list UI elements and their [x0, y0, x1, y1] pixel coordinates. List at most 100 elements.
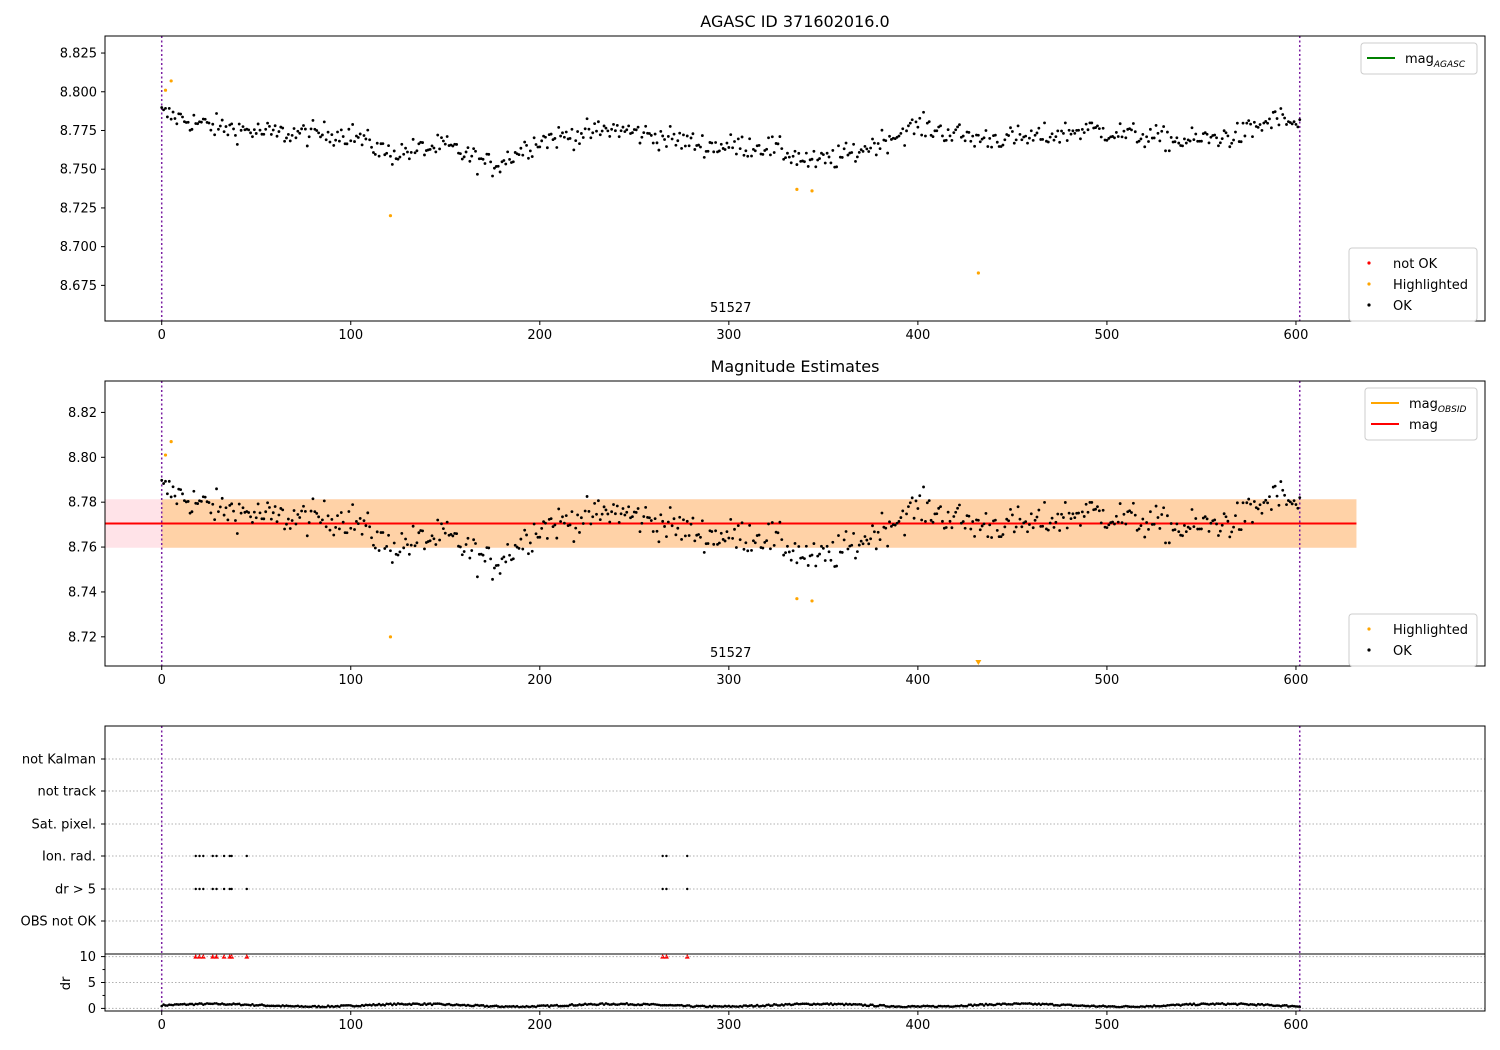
- ok-point: [1209, 135, 1213, 139]
- dr-point: [1147, 1004, 1150, 1008]
- flag-point: [665, 854, 668, 858]
- ok-point: [648, 516, 651, 520]
- panel-2-x-ticks: 0 100 200 300 400 500 600: [158, 666, 1309, 688]
- ok-point: [1234, 130, 1237, 134]
- flag-point: [665, 887, 668, 891]
- dr-point: [941, 1005, 944, 1008]
- dr-point: [451, 1003, 455, 1007]
- ok-point: [897, 134, 901, 138]
- flags-labels: not Kalman not track Sat. pixel. Ion. rad. d…: [21, 753, 105, 930]
- ok-point: [793, 542, 797, 545]
- dr-point: [226, 1003, 230, 1006]
- ok-point: [731, 537, 735, 540]
- ok-point: [1292, 499, 1296, 503]
- flag-point: [245, 887, 248, 891]
- dr-point: [712, 1004, 716, 1008]
- dr-point: [460, 1003, 464, 1007]
- ok-point: [527, 156, 530, 160]
- x-tick-label: 600: [1284, 673, 1309, 688]
- ok-point: [859, 539, 863, 543]
- ok-point: [1207, 529, 1211, 533]
- ok-point: [511, 160, 515, 164]
- dr-point: [570, 1003, 574, 1006]
- ok-point: [691, 132, 695, 136]
- ok-point: [1247, 119, 1251, 122]
- ok-point: [638, 141, 642, 145]
- legend-label: mag: [1409, 418, 1438, 433]
- ok-point: [1209, 521, 1213, 525]
- ok-point: [608, 520, 612, 524]
- ok-point: [498, 572, 502, 575]
- ok-point: [324, 525, 328, 529]
- ok-point: [1234, 514, 1237, 518]
- ok-point: [888, 520, 891, 524]
- ok-point: [421, 529, 424, 533]
- ok-point: [587, 509, 591, 513]
- ok-point: [1162, 506, 1166, 510]
- ok-point: [818, 157, 821, 160]
- ok-point: [336, 514, 339, 518]
- ok-point: [1243, 519, 1247, 523]
- ok-point: [491, 174, 494, 178]
- ok-point: [462, 550, 466, 553]
- ok-point: [1001, 533, 1005, 536]
- dr-point: [357, 1004, 360, 1008]
- ok-point: [973, 144, 976, 148]
- dr-point: [818, 1003, 821, 1006]
- ok-point: [576, 513, 580, 517]
- ok-point: [341, 135, 345, 138]
- ok-point: [786, 544, 789, 548]
- dr-point: [340, 1004, 343, 1007]
- ok-point: [1256, 507, 1260, 511]
- ok-point: [1120, 521, 1124, 525]
- flag-point: [686, 887, 689, 891]
- ok-point: [364, 524, 368, 528]
- ok-point: [1277, 123, 1281, 127]
- ok-point: [731, 146, 735, 150]
- dr-point: [423, 1002, 426, 1005]
- ok-point: [570, 510, 574, 514]
- dr-point: [572, 1004, 576, 1007]
- ok-point: [687, 144, 691, 148]
- y-tick-label: 8.80: [68, 451, 97, 466]
- dr-point: [1249, 1002, 1252, 1006]
- dr-point: [805, 1002, 808, 1006]
- ok-point: [988, 136, 992, 140]
- ok-point: [1158, 139, 1162, 143]
- dr-point: [982, 1004, 986, 1007]
- ok-point: [451, 534, 455, 538]
- ok-point: [944, 138, 948, 142]
- ok-point: [929, 518, 933, 522]
- ok-point: [1086, 128, 1090, 132]
- ok-point: [496, 164, 500, 168]
- ok-point: [602, 505, 606, 509]
- panel-2-legend-bottom: Highlighted OK: [1348, 613, 1478, 667]
- x-tick-label: 300: [716, 328, 741, 343]
- dr-point: [661, 1003, 664, 1007]
- ok-point: [230, 122, 234, 126]
- ok-point: [171, 110, 175, 114]
- dr-point: [659, 1004, 663, 1007]
- ok-point: [602, 124, 606, 128]
- ok-point: [468, 159, 472, 163]
- dr-point: [1084, 1004, 1088, 1008]
- ok-point: [476, 172, 479, 176]
- ok-point: [1186, 525, 1190, 529]
- ok-point: [581, 522, 585, 525]
- ok-point: [1228, 145, 1232, 149]
- dr-point: [1139, 1005, 1143, 1008]
- ok-point: [568, 137, 572, 140]
- ok-point: [931, 135, 935, 139]
- ok-point: [1050, 132, 1054, 136]
- dr-point: [493, 1004, 496, 1008]
- dr-point: [549, 1004, 553, 1007]
- ok-point: [251, 520, 254, 524]
- ok-point: [256, 502, 260, 506]
- ok-point: [958, 503, 961, 507]
- ok-point: [213, 133, 217, 137]
- panel-1-legend-bottom: not OK Highlighted OK: [1348, 247, 1478, 322]
- ok-point: [765, 147, 769, 151]
- ok-point: [872, 530, 876, 534]
- ok-point: [328, 140, 332, 144]
- ok-point: [958, 123, 961, 127]
